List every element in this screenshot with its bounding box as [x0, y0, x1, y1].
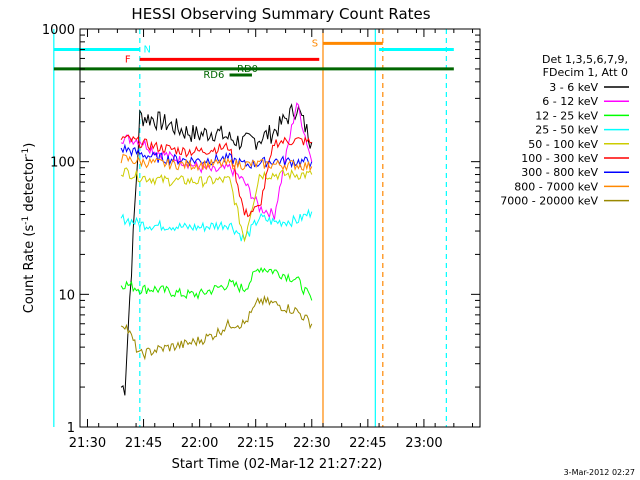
- y-axis-label-sup2: -1: [21, 148, 31, 157]
- x-tick-label-1: 21:45: [125, 436, 162, 451]
- legend-entry-7: 800 - 7000 keV: [514, 180, 598, 193]
- legend-entry-1: 6 - 12 keV: [542, 95, 598, 108]
- legend-entry-3: 25 - 50 keV: [535, 124, 598, 137]
- flag-label-s: S: [312, 38, 318, 49]
- x-tick-label-2: 22:00: [181, 436, 218, 451]
- legend-entry-6: 300 - 800 keV: [521, 166, 598, 179]
- y-axis-label-mid: detector: [22, 156, 37, 216]
- flag-label-n: N: [144, 45, 151, 56]
- flag-label-f: F: [125, 54, 131, 65]
- plot-frame: [79, 28, 481, 428]
- y-axis-label: Count Rate (s-1 detector-1): [21, 143, 37, 314]
- legend-entry-8: 7000 - 20000 keV: [500, 195, 598, 208]
- x-tick-label-5: 22:45: [349, 436, 386, 451]
- y-tick-label-2: 100: [50, 156, 75, 171]
- flag-label-rd0: RD0: [237, 64, 258, 75]
- y-axis-label-sup1: -1: [21, 216, 31, 225]
- legend-entry-2: 12 - 25 keV: [535, 109, 598, 122]
- series-line-8: [120, 294, 313, 361]
- legend-header-2: FDecim 1, Att 0: [543, 66, 628, 79]
- legend-entry-0: 3 - 6 keV: [549, 81, 598, 94]
- x-axis-label: Start Time (02-Mar-12 21:27:22): [172, 457, 383, 472]
- series-line-2: [120, 266, 313, 301]
- legend: Det 1,3,5,6,7,9, FDecim 1, Att 0 3 - 6 k…: [500, 53, 629, 208]
- legend-entry-4: 50 - 100 keV: [528, 138, 598, 151]
- series-line-0: [120, 103, 313, 396]
- plot-area: N S F RD6 RD0: [53, 29, 454, 427]
- y-axis-label-end: ): [22, 143, 37, 148]
- x-axis: 21:30 21:45 22:00 22:15 22:30 22:45 23:00: [69, 29, 474, 451]
- y-axis: 1 10 100 1000: [42, 23, 480, 436]
- series-line-4: [120, 167, 313, 243]
- y-tick-label-0: 1: [67, 421, 75, 436]
- y-tick-label-1: 10: [58, 288, 75, 303]
- y-tick-label-3: 1000: [42, 23, 75, 38]
- chart-title: HESSI Observing Summary Count Rates: [131, 5, 430, 23]
- series-line-7: [120, 153, 313, 172]
- y-axis-label-main: Count Rate (s: [22, 225, 37, 314]
- footer-timestamp: 3-Mar-2012 02:27: [564, 468, 635, 477]
- flag-label-rd6: RD6: [203, 70, 224, 81]
- series-line-3: [120, 208, 313, 242]
- legend-header-1: Det 1,3,5,6,7,9,: [542, 53, 628, 66]
- x-tick-label-0: 21:30: [69, 436, 106, 451]
- x-tick-label-3: 22:15: [237, 436, 274, 451]
- x-tick-label-4: 22:30: [293, 436, 330, 451]
- x-tick-label-6: 23:00: [405, 436, 442, 451]
- legend-entry-5: 100 - 300 keV: [521, 152, 598, 165]
- series-line-1: [120, 102, 313, 220]
